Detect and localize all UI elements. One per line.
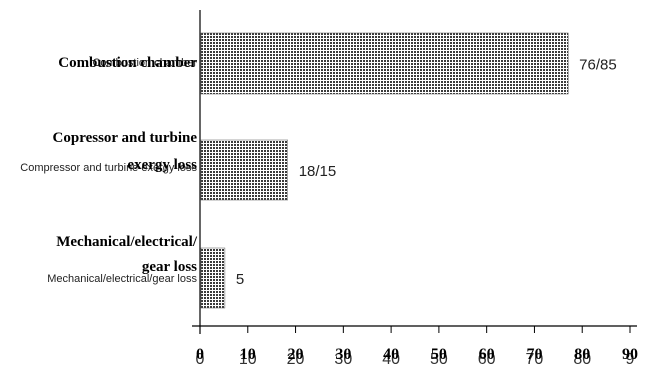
- x-tick-label-6: 60: [479, 346, 495, 363]
- x-tick-label-8: 80: [574, 346, 590, 363]
- bar-3: [200, 247, 226, 309]
- data-label-1: 76/85: [579, 57, 617, 74]
- x-tick-label-thin-6: 60: [478, 351, 496, 368]
- bar-1: [200, 32, 569, 95]
- x-tick-label-thin-9: 9: [626, 351, 635, 368]
- x-tick-label-thin-8: 80: [573, 351, 591, 368]
- bars-layer: [200, 32, 569, 309]
- x-tick-label-3: 30: [335, 346, 351, 363]
- x-tick-label-thin-3: 30: [334, 351, 352, 368]
- category-label-1-line1: Combustion chamber: [58, 55, 197, 71]
- x-tick-label-thin-2: 20: [287, 351, 305, 368]
- category-label-small-3: Mechanical/electrical/gear loss: [47, 273, 197, 285]
- category-label-2-line1: Copressor and turbine: [53, 130, 198, 146]
- x-tick-label-4: 40: [383, 346, 399, 363]
- bar-2: [200, 139, 288, 201]
- category-label-2-line2: exergy loss: [127, 157, 197, 173]
- x-tick-label-1: 10: [240, 346, 256, 363]
- x-tick-label-thin-5: 50: [430, 351, 448, 368]
- x-tick-label-thin-0: 0: [196, 351, 205, 368]
- x-tick-label-5: 50: [431, 346, 447, 363]
- category-label-3-line1: Mechanical/electrical/: [56, 234, 198, 250]
- category-label-3-line2: gear loss: [142, 259, 197, 275]
- axis-layer: [192, 10, 637, 334]
- x-tick-label-thin-4: 40: [382, 351, 400, 368]
- x-tick-label-2: 20: [288, 346, 304, 363]
- category-label-small-2: Compressor and turbine exergy loss: [20, 162, 197, 174]
- x-tick-label-thin-7: 70: [526, 351, 544, 368]
- x-tick-label-0: 0: [196, 346, 204, 363]
- data-label-2: 18/15: [299, 163, 337, 180]
- data-label-3: 5: [236, 271, 244, 288]
- category-label-small-1: Combustion chamber: [92, 57, 197, 69]
- x-tick-label-thin-1: 10: [239, 351, 257, 368]
- x-tick-label-9: 90: [622, 346, 638, 363]
- x-tick-label-7: 70: [526, 346, 542, 363]
